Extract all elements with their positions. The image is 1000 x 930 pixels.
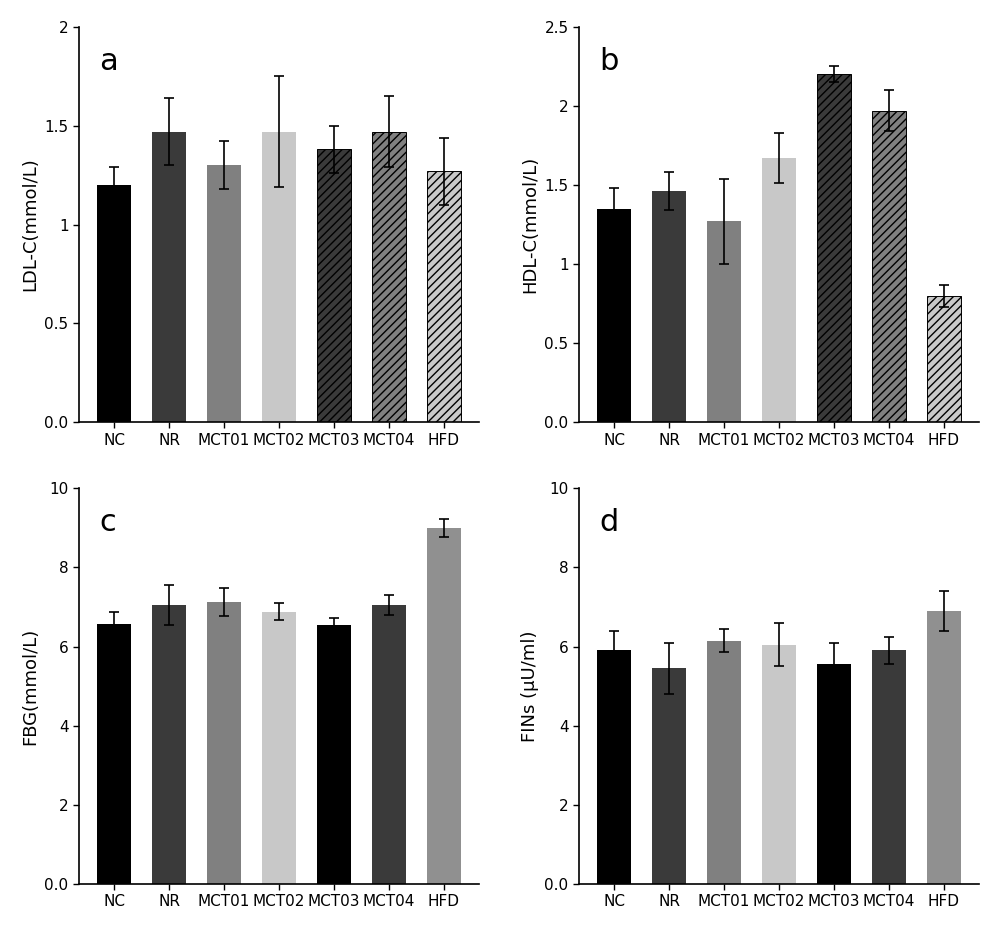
Bar — [317, 150, 351, 422]
Bar — [927, 611, 961, 884]
Bar — [652, 192, 686, 422]
Bar — [817, 74, 851, 422]
Bar — [652, 669, 686, 884]
Bar — [707, 641, 741, 884]
Y-axis label: LDL-C(mmol/L): LDL-C(mmol/L) — [21, 158, 39, 291]
Bar — [152, 132, 186, 422]
Bar — [97, 624, 131, 884]
Bar — [152, 605, 186, 884]
Bar — [207, 603, 241, 884]
Bar — [97, 185, 131, 422]
Y-axis label: FBG(mmol/L): FBG(mmol/L) — [21, 628, 39, 745]
Bar — [597, 650, 631, 884]
Text: a: a — [99, 46, 118, 75]
Text: b: b — [599, 46, 618, 75]
Bar — [707, 221, 741, 422]
Bar — [262, 612, 296, 884]
Bar — [372, 132, 406, 422]
Bar — [762, 644, 796, 884]
Bar — [872, 650, 906, 884]
Bar — [207, 166, 241, 422]
Bar — [427, 171, 461, 422]
Bar — [597, 208, 631, 422]
Bar — [372, 605, 406, 884]
Bar — [817, 664, 851, 884]
Bar — [262, 132, 296, 422]
Bar — [872, 111, 906, 422]
Y-axis label: FINs (μU/ml): FINs (μU/ml) — [521, 631, 539, 742]
Y-axis label: HDL-C(mmol/L): HDL-C(mmol/L) — [521, 156, 539, 293]
Bar — [317, 625, 351, 884]
Bar — [762, 158, 796, 422]
Bar — [427, 528, 461, 884]
Bar — [927, 296, 961, 422]
Text: d: d — [599, 508, 618, 538]
Text: c: c — [99, 508, 116, 538]
